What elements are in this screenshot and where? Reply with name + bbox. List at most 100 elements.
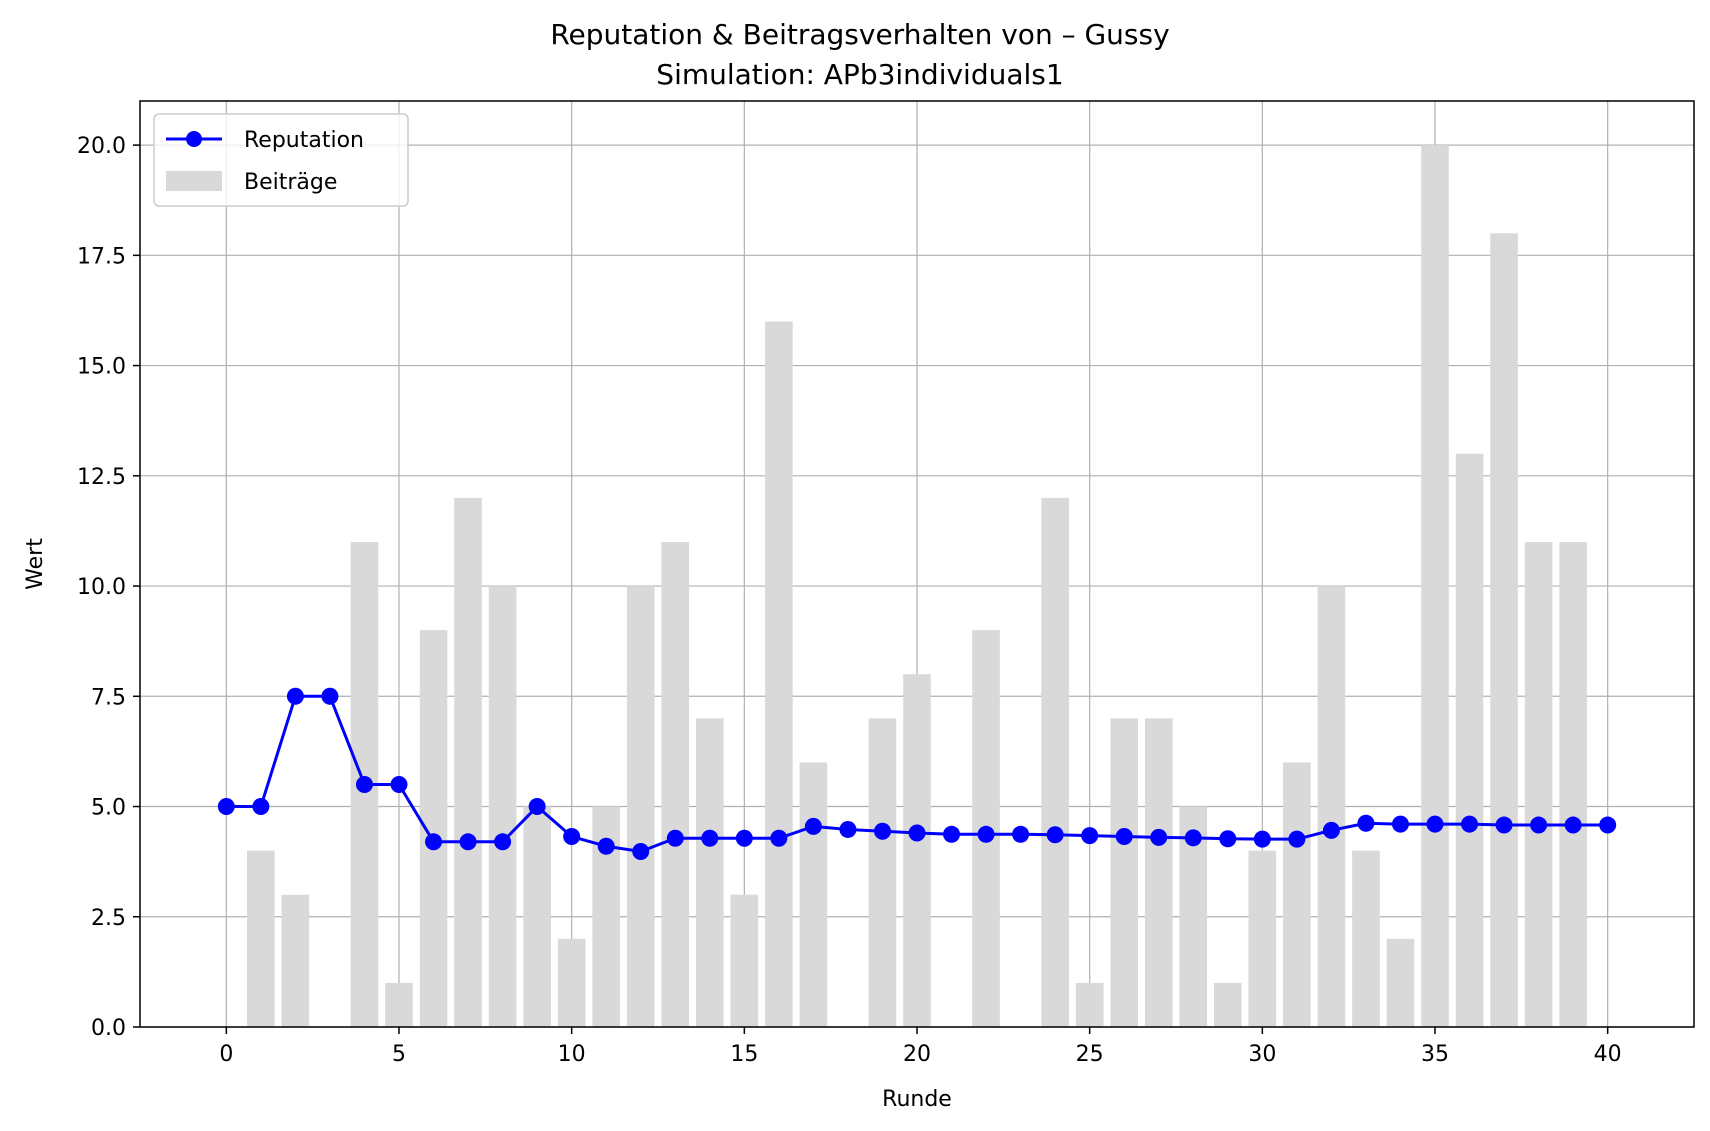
bar: [523, 806, 551, 1027]
x-tick-label: 0: [219, 1042, 233, 1067]
reputation-point: [1150, 828, 1168, 846]
reputation-point: [1253, 830, 1271, 848]
bar: [1455, 453, 1484, 1027]
y-axis-ticks: 0.0 2.5 5.0 7.5 10.0 12.5 15.0 17.5 20.0: [77, 134, 140, 1041]
bar: [247, 850, 275, 1027]
reputation-point: [908, 824, 926, 842]
reputation-point: [459, 833, 477, 851]
x-tick-label: 30: [1248, 1042, 1276, 1067]
legend-label-reputation: Reputation: [244, 128, 364, 153]
reputation-point: [1530, 816, 1548, 834]
chart-title: Reputation & Beitragsverhalten von – Gus…: [550, 18, 1169, 51]
reputation-point: [770, 829, 788, 847]
reputation-point: [494, 833, 512, 851]
line-series-reputation: [217, 687, 1617, 861]
legend-label-beitraege: Beiträge: [244, 170, 337, 195]
bar: [1386, 938, 1415, 1027]
bar: [385, 982, 413, 1027]
reputation-point: [1322, 821, 1340, 839]
reputation-point: [286, 687, 304, 705]
bar: [1110, 718, 1139, 1027]
reputation-point: [563, 828, 581, 846]
reputation-point: [1046, 826, 1064, 844]
reputation-point: [804, 817, 822, 835]
reputation-point: [528, 798, 546, 816]
bar: [557, 938, 586, 1027]
reputation-point: [217, 798, 235, 816]
bar: [1317, 586, 1346, 1027]
bar: [1213, 982, 1242, 1027]
bar: [799, 762, 828, 1027]
x-tick-label: 10: [558, 1042, 586, 1067]
reputation-point: [632, 843, 650, 861]
y-tick-label: 10.0: [77, 575, 126, 600]
reputation-point: [666, 829, 684, 847]
x-tick-label: 5: [392, 1042, 406, 1067]
reputation-point: [1081, 827, 1099, 845]
reputation-point: [1564, 816, 1582, 834]
reputation-point: [1184, 829, 1202, 847]
y-tick-label: 0.0: [91, 1016, 126, 1041]
legend: Reputation Beiträge: [153, 113, 409, 207]
bar: [730, 894, 759, 1027]
bar: [1075, 982, 1104, 1027]
x-tick-label: 20: [903, 1042, 931, 1067]
reputation-point: [252, 798, 270, 816]
reputation-point: [597, 837, 615, 855]
bar: [281, 894, 310, 1027]
x-tick-label: 25: [1076, 1042, 1104, 1067]
reputation-point: [839, 820, 857, 838]
reputation-point: [1461, 815, 1479, 833]
y-tick-label: 17.5: [77, 244, 126, 269]
reputation-point: [735, 829, 753, 847]
reputation-point: [1599, 816, 1617, 834]
y-tick-label: 7.5: [91, 685, 126, 710]
reputation-point: [1391, 815, 1409, 833]
bar: [903, 674, 931, 1027]
bar: [765, 321, 793, 1027]
reputation-point: [701, 829, 719, 847]
reputation-point: [1012, 825, 1030, 843]
legend-marker-swatch: [186, 131, 202, 147]
x-tick-label: 35: [1421, 1042, 1449, 1067]
reputation-point: [1115, 828, 1133, 846]
bar-series-beitraege: [247, 145, 1587, 1028]
reputation-point: [1288, 830, 1306, 848]
bar: [1144, 718, 1173, 1027]
reputation-point: [873, 822, 891, 840]
reputation-point: [1426, 815, 1444, 833]
bar: [1421, 145, 1449, 1028]
bar: [1524, 541, 1553, 1027]
bar: [1490, 233, 1518, 1028]
bar: [454, 497, 482, 1027]
x-tick-label: 40: [1594, 1042, 1622, 1067]
bar: [1248, 850, 1277, 1027]
bar: [1559, 541, 1587, 1027]
bar: [695, 718, 724, 1027]
reputation-point: [425, 833, 443, 851]
chart-subtitle: Simulation: APb3individuals1: [656, 58, 1063, 91]
bar: [1283, 762, 1311, 1027]
reputation-point: [321, 687, 339, 705]
bar: [868, 718, 897, 1027]
reputation-point: [977, 825, 995, 843]
bar: [661, 541, 690, 1027]
bar: [626, 586, 655, 1027]
bar: [488, 586, 517, 1027]
y-tick-label: 20.0: [77, 134, 126, 159]
reputation-point: [1357, 814, 1375, 832]
x-axis-label: Runde: [882, 1087, 952, 1112]
reputation-point: [1219, 830, 1237, 848]
y-axis-label: Wert: [23, 538, 48, 590]
reputation-point: [390, 775, 408, 793]
bar: [1041, 497, 1069, 1027]
y-tick-label: 5.0: [91, 796, 126, 821]
x-axis-ticks: 0 5 10 15 20 25 30 35 40: [219, 1027, 1622, 1067]
y-tick-label: 2.5: [91, 906, 126, 931]
reputation-point: [355, 775, 373, 793]
reputation-point: [1495, 816, 1513, 834]
y-tick-label: 15.0: [77, 355, 126, 380]
bar: [1352, 850, 1380, 1027]
legend-bar-swatch: [166, 171, 222, 191]
y-tick-label: 12.5: [77, 465, 126, 490]
